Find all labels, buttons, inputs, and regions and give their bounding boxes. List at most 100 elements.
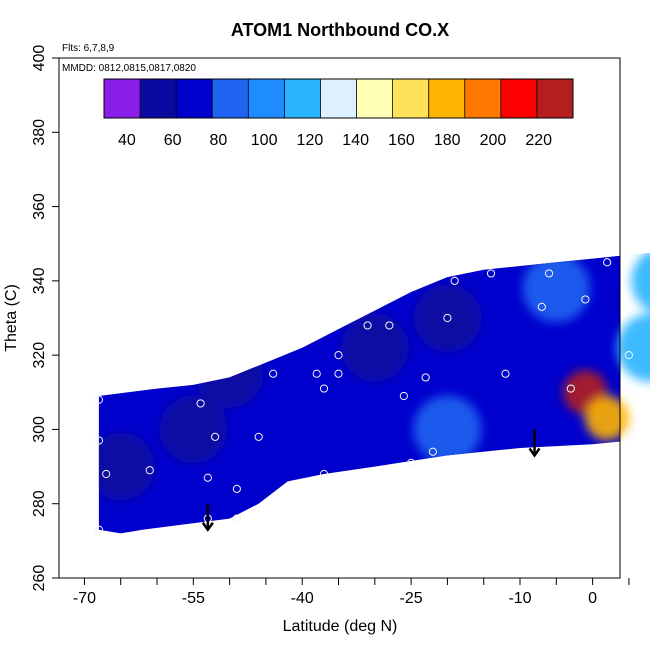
observation-circle (196, 399, 205, 408)
colorbar-tick-label: 40 (118, 132, 136, 149)
y-tick-label: 260 (31, 565, 48, 592)
observation-circle (145, 466, 154, 475)
x-axis: -70-55-40-25-1001020304050607080 (73, 578, 630, 607)
heatmap-blobs (98, 251, 650, 501)
y-tick-label: 360 (31, 193, 48, 220)
colorbar-swatch (500, 79, 538, 118)
colorbar-tick-label: 160 (388, 132, 415, 149)
heatmap-blob (282, 358, 351, 427)
observation-circle (254, 432, 263, 441)
arrow-head (201, 521, 214, 532)
colorbar-swatch (356, 79, 394, 118)
colorbar-tick-label: 140 (342, 132, 369, 149)
x-axis-title: Latitude (deg N) (283, 618, 398, 635)
observation-circle (319, 469, 329, 479)
observation-circle (319, 384, 329, 393)
heatmap-blob (195, 339, 264, 408)
x-tick-label: -10 (508, 590, 531, 607)
observation-circle (624, 351, 634, 360)
heatmap-blob (340, 313, 409, 382)
colorbar-swatch (104, 79, 141, 118)
heatmap-blob (413, 395, 482, 464)
colorbar-swatch (392, 79, 430, 118)
y-tick-label: 340 (31, 267, 48, 294)
colorbar-swatch (212, 79, 249, 118)
chart-title: ATOM1 Northbound CO.X (231, 20, 449, 40)
observation-circle (363, 321, 372, 330)
colorbar-tick-label: 60 (164, 132, 182, 149)
observation-circle (232, 514, 241, 523)
plot-frame (58, 57, 621, 579)
y-tick-label: 320 (31, 342, 48, 369)
arrow-markers (201, 429, 541, 532)
heatmap-blob (231, 414, 300, 482)
y-tick-label: 400 (31, 45, 48, 72)
heatmap-blob (616, 313, 650, 382)
colorbar-tick-label: 200 (480, 132, 507, 149)
colorbar-tick-label: 220 (525, 132, 552, 149)
colorbar-swatch (140, 79, 177, 118)
y-axis: 260 280 300 320 340 360 380 400 (31, 45, 59, 592)
observation-circle (232, 484, 241, 493)
observation-circle (581, 295, 590, 304)
observation-circle (94, 436, 104, 445)
observation-circle (334, 351, 343, 360)
observation-circle (537, 302, 546, 311)
colorbar-tick-label: 100 (251, 132, 278, 149)
colorbar: 40 60 80 100 120 140 160 180 200 220 (103, 78, 574, 149)
x-tick-label: -25 (400, 590, 423, 607)
colorbar-frame (103, 78, 574, 119)
heatmap-blob (585, 396, 630, 441)
colorbar-swatch (248, 79, 285, 118)
y-tick-label: 280 (31, 490, 48, 517)
y-tick-label: 300 (31, 416, 48, 443)
heatmap-blob (159, 395, 228, 464)
observation-circle (334, 369, 343, 378)
arrow-head (528, 447, 541, 458)
observation-circle (269, 369, 278, 378)
dates-annotation: MMDD: 0812,0815,0817,0820 (62, 63, 196, 74)
observation-circle (210, 432, 220, 441)
observation-circle (399, 391, 408, 401)
x-tick-label: -40 (291, 590, 314, 607)
observation-circle (385, 321, 394, 330)
heatmap-blob (98, 432, 155, 501)
observation-circle (94, 395, 104, 404)
observation-circle (94, 525, 104, 534)
colorbar-swatch (284, 79, 321, 118)
colorbar-tick-label: 80 (209, 132, 227, 149)
observation-circle (102, 469, 111, 479)
observation-circle (544, 269, 554, 278)
observation-circle (428, 447, 437, 456)
colorbar-swatch (320, 79, 358, 118)
colorbar-swatch (176, 79, 213, 118)
colorbar-swatch (464, 79, 502, 118)
x-tick-label: 0 (588, 590, 597, 607)
observation-circle (443, 313, 452, 323)
down-arrow-icon (528, 429, 541, 458)
observation-circle (501, 369, 510, 378)
colorbar-swatch (428, 79, 466, 118)
observation-circle (486, 269, 496, 278)
observation-circle (624, 429, 634, 438)
y-tick-label: 380 (31, 119, 48, 146)
heatmap-blob (413, 284, 482, 352)
flights-annotation: Flts: 6,7,8,9 (62, 43, 115, 54)
down-arrow-icon (201, 503, 214, 532)
x-tick-label: -55 (182, 590, 205, 607)
observation-circle (312, 369, 321, 378)
heatmap-blob (631, 251, 650, 315)
observation-circle (450, 276, 459, 285)
observation-circle (603, 258, 612, 267)
x-tick-label: -70 (73, 590, 96, 607)
y-axis-title: Theta (C) (3, 284, 20, 352)
observation-circle (407, 458, 416, 467)
observation-circle (421, 373, 430, 382)
observation-markers (94, 258, 634, 534)
observation-circle (203, 473, 212, 482)
colorbar-tick-label: 180 (434, 132, 461, 149)
heatmap-blob (522, 254, 591, 323)
observation-circle (566, 384, 575, 393)
colorbar-tick-label: 120 (297, 132, 324, 149)
